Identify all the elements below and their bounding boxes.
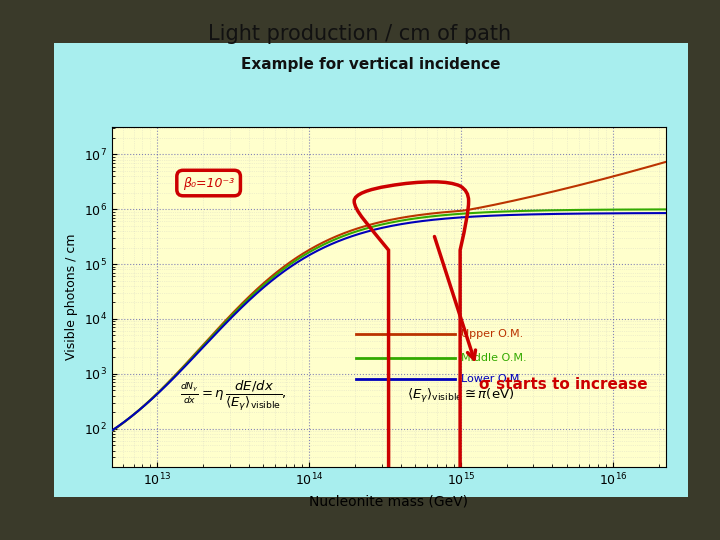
Text: β₀=10⁻³: β₀=10⁻³ [183, 177, 234, 190]
X-axis label: Nucleonite mass (GeV): Nucleonite mass (GeV) [310, 494, 468, 508]
Text: Middle O.M.: Middle O.M. [461, 353, 526, 363]
Text: Example for vertical incidence: Example for vertical incidence [241, 57, 500, 72]
Text: Upper O.M.: Upper O.M. [461, 329, 523, 340]
Y-axis label: Visible photons / cm: Visible photons / cm [65, 234, 78, 360]
Text: $\frac{dN_\gamma}{dx} = \eta\,\dfrac{dE/dx}{\langle E_\gamma\rangle_{\rm visible: $\frac{dN_\gamma}{dx} = \eta\,\dfrac{dE/… [180, 379, 287, 413]
Text: $\langle E_\gamma\rangle_{\rm visible} \cong \pi({\rm eV})$: $\langle E_\gamma\rangle_{\rm visible} \… [408, 387, 515, 404]
Text: Light production / cm of path: Light production / cm of path [208, 24, 512, 44]
Text: σ starts to increase: σ starts to increase [480, 376, 648, 392]
Text: Lower O.M.: Lower O.M. [461, 374, 523, 383]
